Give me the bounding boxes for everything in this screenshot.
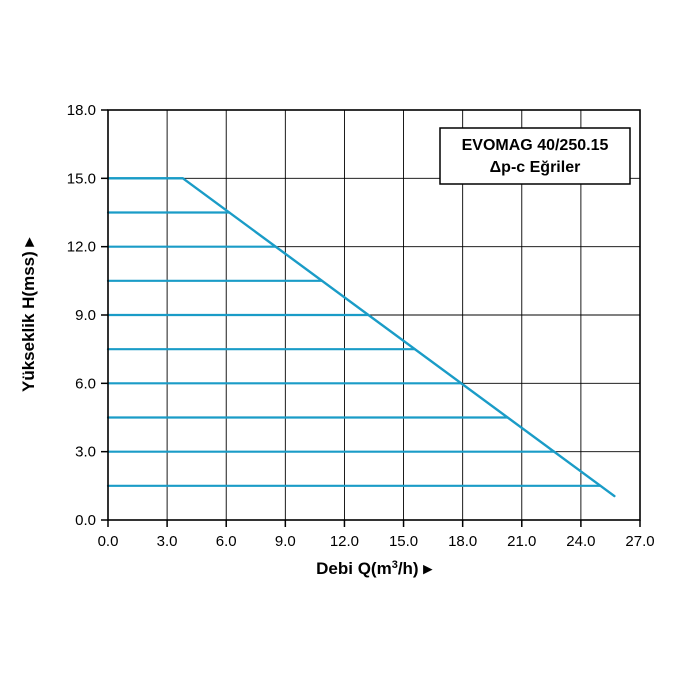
legend-line1: EVOMAG 40/250.15 — [462, 137, 609, 154]
svg-text:6.0: 6.0 — [216, 533, 237, 550]
svg-text:6.0: 6.0 — [75, 375, 96, 392]
legend-line2: Δp-c Eğriler — [490, 159, 581, 176]
svg-text:9.0: 9.0 — [75, 307, 96, 324]
svg-text:9.0: 9.0 — [275, 533, 296, 550]
svg-text:12.0: 12.0 — [330, 533, 359, 550]
pump-curve-chart: 0.0 3.0 6.0 9.0 12.0 15.0 18.0 21.0 24.0 27.0 0.0 3… — [0, 0, 700, 700]
svg-text:18.0: 18.0 — [67, 102, 96, 119]
svg-text:24.0: 24.0 — [566, 533, 595, 550]
svg-text:0.0: 0.0 — [75, 512, 96, 529]
y-axis-label: Yükseklik H(mss) ▸ — [19, 237, 38, 393]
svg-text:18.0: 18.0 — [448, 533, 477, 550]
x-axis-label: Debi Q(m3/h) ▸ — [316, 559, 433, 578]
svg-text:15.0: 15.0 — [67, 170, 96, 187]
chart-svg: 0.0 3.0 6.0 9.0 12.0 15.0 18.0 21.0 24.0 27.0 0.0 3… — [0, 0, 700, 700]
svg-text:21.0: 21.0 — [507, 533, 536, 550]
svg-text:3.0: 3.0 — [157, 533, 178, 550]
svg-text:3.0: 3.0 — [75, 444, 96, 461]
svg-text:0.0: 0.0 — [98, 533, 119, 550]
svg-text:27.0: 27.0 — [625, 533, 654, 550]
svg-text:12.0: 12.0 — [67, 239, 96, 256]
svg-text:15.0: 15.0 — [389, 533, 418, 550]
